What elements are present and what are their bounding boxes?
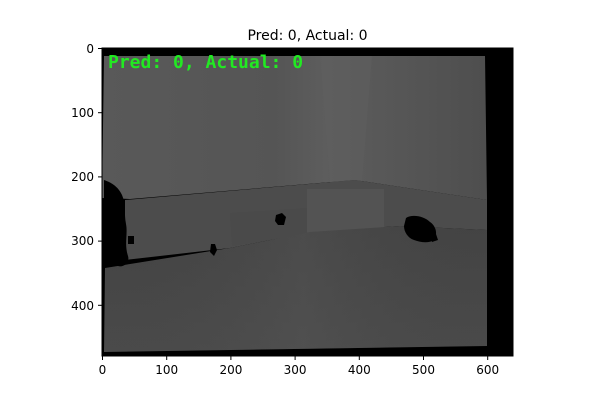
right-shadow-speckle (430, 232, 438, 242)
box-object (307, 189, 384, 234)
floor-highlight (104, 226, 487, 352)
small-shadow-spot (210, 244, 217, 256)
y-axis: 0 100 200 300 400 (71, 42, 102, 313)
x-axis: 0 100 200 300 400 500 600 (99, 356, 499, 377)
left-shadow-region (104, 180, 129, 267)
y-tick-label: 200 (71, 170, 94, 184)
axes-frame (101, 47, 514, 357)
x-tick-label: 0 (99, 363, 107, 377)
y-tick-label: 400 (71, 299, 94, 313)
y-tick-label: 100 (71, 106, 94, 120)
depth-map-image: Pred: 0, Actual: 0 (102, 48, 513, 356)
x-tick-label: 300 (284, 363, 307, 377)
y-tick-label: 300 (71, 234, 94, 248)
wall-corner-shade (320, 56, 372, 183)
x-tick-label: 200 (219, 363, 242, 377)
left-shadow-speckle (114, 232, 134, 262)
overlay-prediction-text: Pred: 0, Actual: 0 (108, 52, 303, 73)
x-tick-label: 100 (155, 363, 178, 377)
plot-title: Pred: 0, Actual: 0 (247, 28, 367, 44)
x-tick-label: 500 (412, 363, 435, 377)
y-tick-label: 0 (86, 42, 94, 56)
x-tick-label: 600 (476, 363, 499, 377)
back-wall (102, 56, 487, 200)
x-tick-label: 400 (348, 363, 371, 377)
right-shadow-region (404, 215, 437, 243)
mid-shadow-spot (275, 213, 286, 225)
